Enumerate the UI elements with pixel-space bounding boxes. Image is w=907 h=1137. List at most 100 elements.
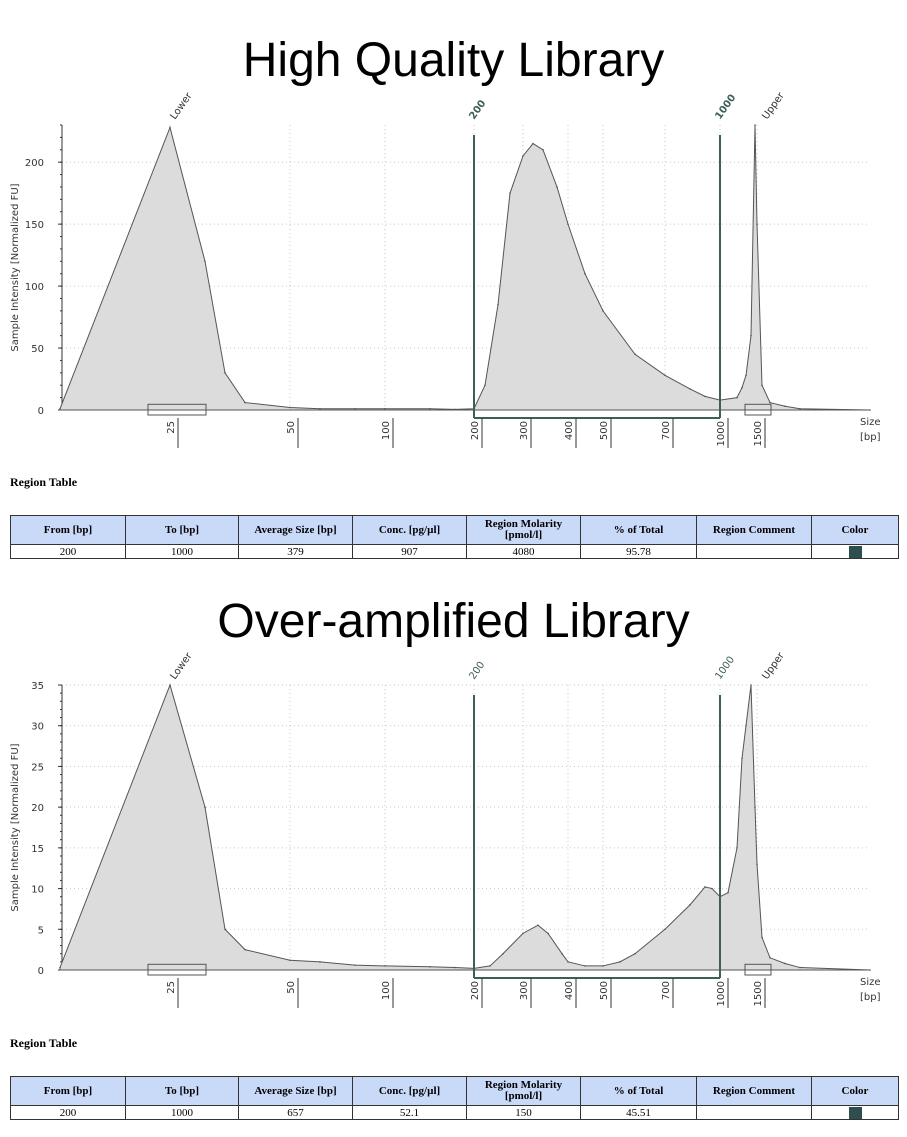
- x-tick-label: 400: [564, 981, 575, 1000]
- data-point: [561, 952, 563, 955]
- x-unit-label: Size: [860, 977, 881, 988]
- cell-to: 1000: [125, 544, 239, 559]
- lower-marker-box: [147, 963, 207, 976]
- x-tick-label: 700: [661, 981, 672, 1000]
- header-to: To [bp]: [125, 1076, 239, 1106]
- data-point: [429, 407, 431, 410]
- cell-color[interactable]: [811, 1105, 899, 1120]
- data-point: [704, 886, 706, 888]
- data-point: [784, 962, 786, 965]
- header-average-size: Average Size [bp]: [238, 1076, 353, 1106]
- y-tick-label: 50: [31, 344, 44, 355]
- data-point: [736, 847, 738, 849]
- data-point: [384, 965, 386, 967]
- cell-to: 1000: [125, 1105, 239, 1120]
- data-point: [454, 408, 456, 411]
- data-point: [542, 148, 544, 151]
- data-point: [745, 374, 747, 377]
- header-color: Color: [811, 1076, 899, 1106]
- data-point: [567, 961, 569, 963]
- x-tick-label: 100: [381, 981, 392, 1000]
- data-point: [584, 965, 586, 967]
- data-point: [756, 863, 758, 865]
- data-point: [602, 310, 604, 312]
- data-point: [634, 952, 636, 955]
- x-tick-label: 100: [381, 421, 392, 440]
- x-tick-label: 50: [286, 981, 297, 994]
- y-tick-label: 0: [38, 966, 44, 977]
- table-row[interactable]: 200 1000 379 907 4080 95.78: [10, 544, 899, 559]
- x-tick-label: 50: [286, 421, 297, 434]
- header-region-comment: Region Comment: [696, 1076, 812, 1106]
- chart-title-2: Over-amplified Library: [217, 595, 690, 648]
- table-header-row: From [bp] To [bp] Average Size [bp] Conc…: [10, 515, 899, 545]
- header-from: From [bp]: [10, 1076, 126, 1106]
- data-point: [454, 966, 456, 969]
- data-point: [537, 924, 539, 927]
- data-point: [664, 374, 666, 377]
- y-tick-label: 25: [31, 762, 44, 773]
- cell-percent-total: 45.51: [580, 1105, 697, 1120]
- data-point: [584, 272, 586, 275]
- cell-color[interactable]: [811, 544, 899, 559]
- data-point: [204, 260, 206, 263]
- data-point: [754, 124, 756, 126]
- table-row[interactable]: 200 1000 657 52.1 150 45.51: [10, 1105, 899, 1120]
- data-point: [736, 396, 738, 399]
- x-tick-label: 400: [564, 421, 575, 440]
- header-region-molarity: Region Molarity [pmol/l]: [466, 515, 581, 545]
- data-point: [244, 401, 246, 404]
- data-point: [750, 684, 752, 686]
- data-point: [354, 407, 356, 410]
- marker-label-1000: 1000: [713, 93, 738, 122]
- x-unit-label: Size: [860, 417, 881, 428]
- data-point: [169, 126, 171, 129]
- lower-marker-box: [147, 403, 207, 416]
- table-header-row: From [bp] To [bp] Average Size [bp] Conc…: [10, 1076, 899, 1106]
- header-color: Color: [811, 515, 899, 545]
- data-point: [689, 904, 691, 906]
- data-point: [769, 956, 771, 959]
- x-tick-label: 25: [166, 981, 177, 994]
- data-point: [664, 928, 666, 931]
- x-tick-label: 500: [599, 981, 610, 1000]
- data-point: [522, 155, 524, 157]
- x-unit-label: [bp]: [860, 992, 881, 1003]
- y-tick-label: 35: [31, 681, 44, 692]
- x-tick-label: 300: [519, 981, 530, 1000]
- y-tick-label: 30: [31, 722, 44, 733]
- header-percent-total: % of Total: [580, 515, 697, 545]
- data-point: [711, 887, 713, 890]
- x-tick-label: 1500: [753, 421, 764, 446]
- data-point: [59, 966, 61, 969]
- x-tick-label: 500: [599, 421, 610, 440]
- data-point: [319, 961, 321, 963]
- data-point: [741, 386, 743, 389]
- header-to: To [bp]: [125, 515, 239, 545]
- region-table-label-1: Region Table: [10, 475, 78, 489]
- data-point: [869, 969, 871, 971]
- data-point: [547, 932, 549, 935]
- data-point: [522, 932, 524, 935]
- x-unit-label: [bp]: [860, 432, 881, 443]
- x-tick-label: 200: [470, 981, 481, 1000]
- color-swatch[interactable]: [848, 545, 862, 558]
- cell-conc: 52.1: [352, 1105, 467, 1120]
- data-point: [634, 353, 636, 356]
- marker-label-lower: Lower: [168, 650, 195, 682]
- cell-region-comment[interactable]: [696, 1105, 812, 1120]
- x-tick-label: 25: [166, 421, 177, 434]
- header-average-size: Average Size [bp]: [238, 515, 353, 545]
- data-point: [756, 223, 758, 225]
- data-point: [567, 223, 569, 225]
- region-table-2: From [bp] To [bp] Average Size [bp] Conc…: [10, 1076, 899, 1120]
- data-point: [509, 192, 511, 194]
- header-conc: Conc. [pg/µl]: [352, 1076, 467, 1106]
- data-point: [204, 806, 206, 808]
- color-swatch[interactable]: [848, 1106, 862, 1119]
- y-tick-label: 0: [38, 406, 44, 417]
- data-point: [244, 948, 246, 951]
- y-tick-label: 150: [25, 220, 44, 231]
- cell-region-comment[interactable]: [696, 544, 812, 559]
- data-point: [319, 407, 321, 410]
